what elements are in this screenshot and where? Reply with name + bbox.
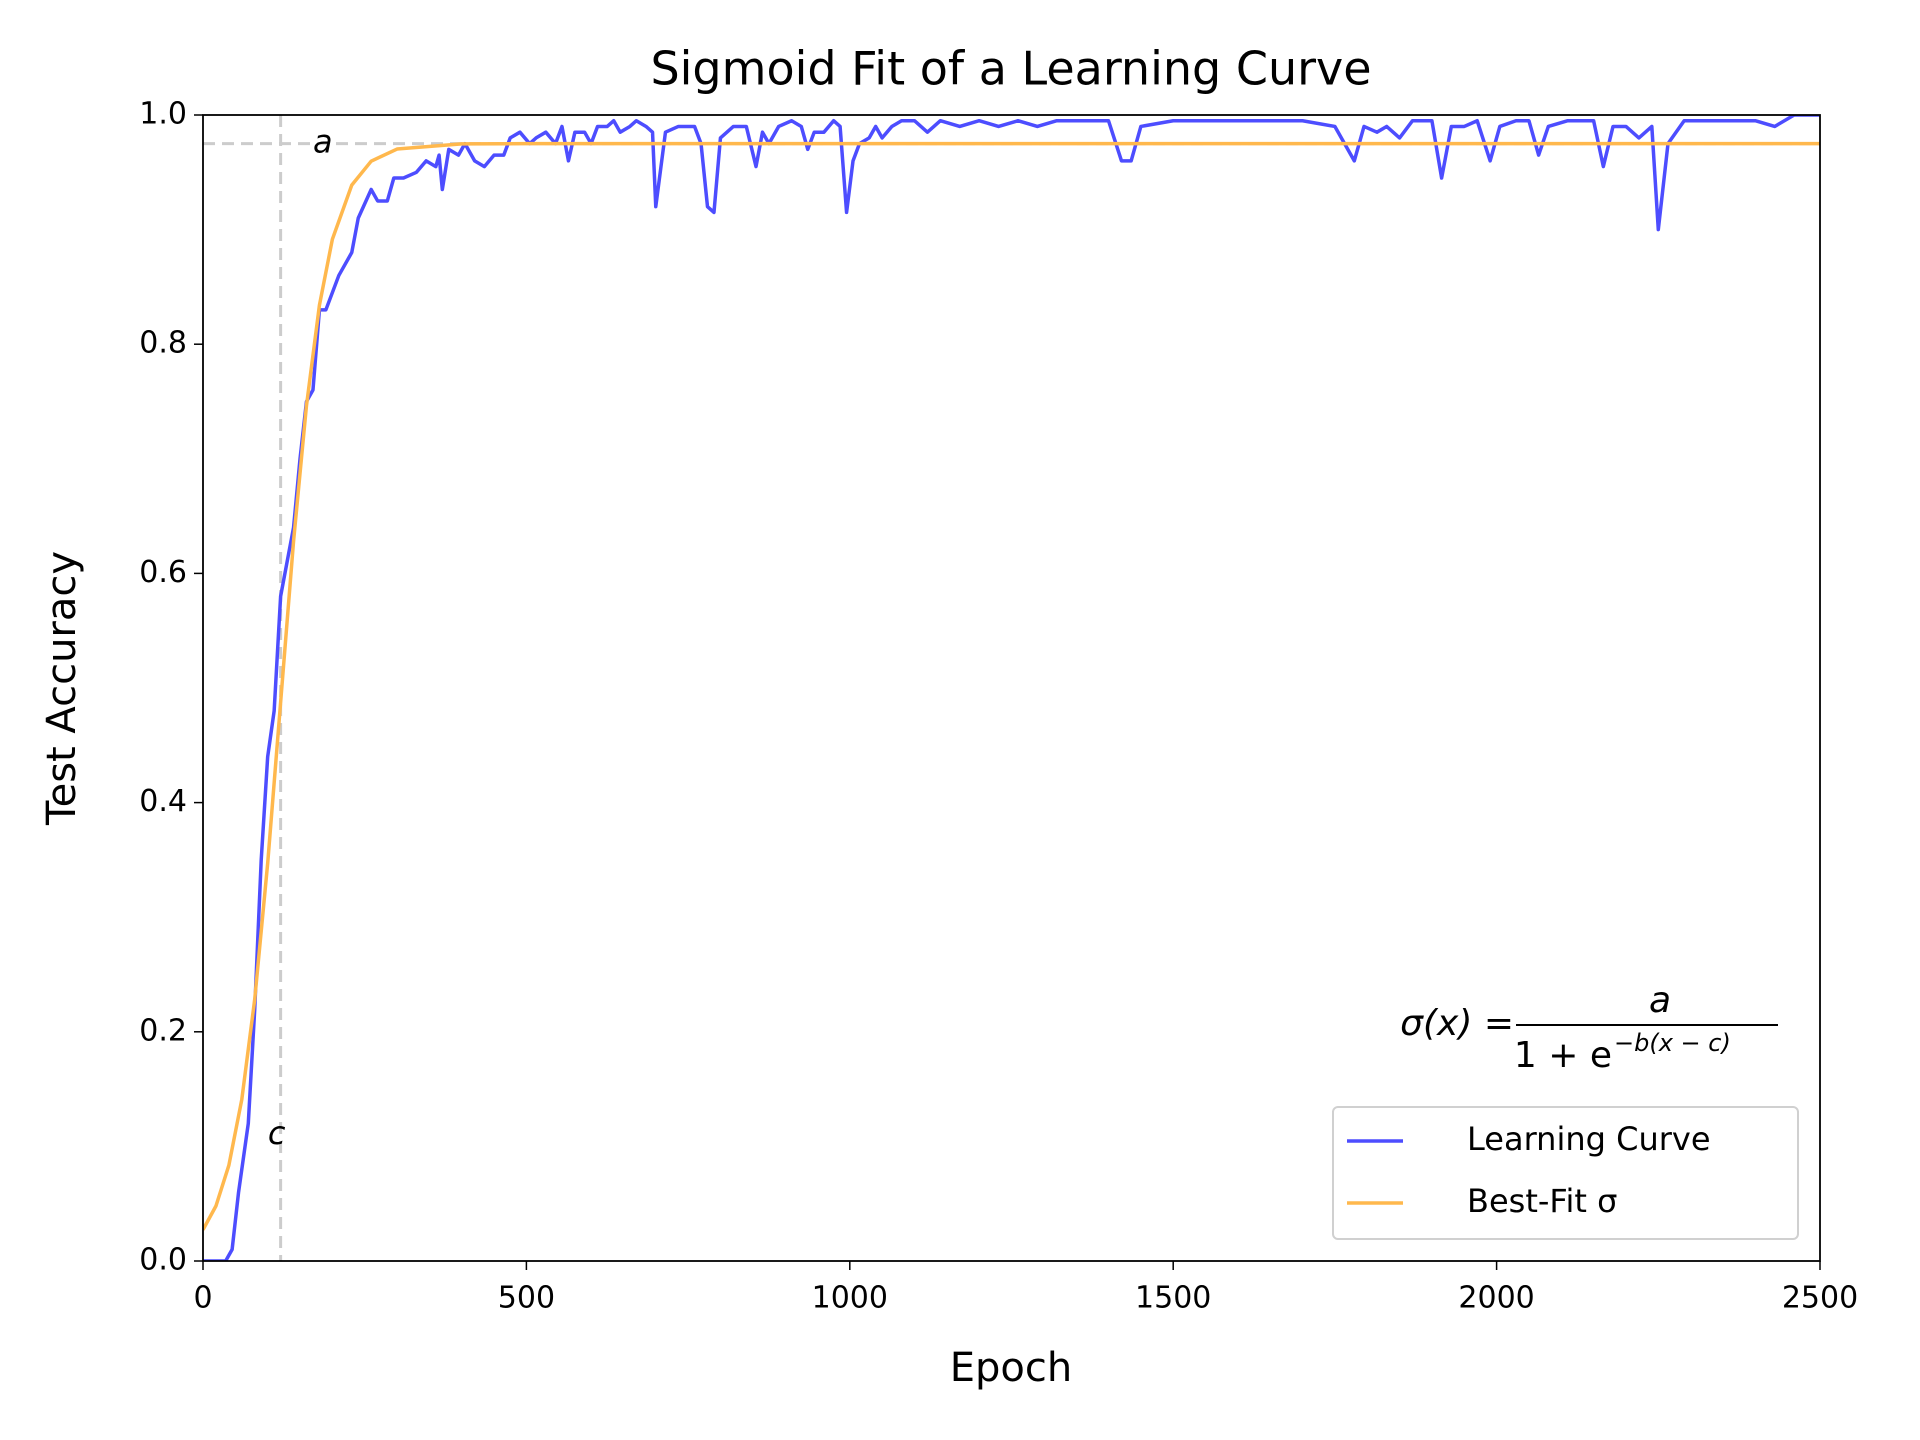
x-axis-label: Epoch [950, 1345, 1072, 1391]
series-line [203, 141, 1820, 1231]
legend-box [1332, 1106, 1799, 1240]
x-tick-label: 500 [498, 1281, 555, 1316]
reference-label: a [313, 123, 333, 161]
x-tick-label: 1500 [1135, 1281, 1211, 1316]
plot-area [203, 115, 1820, 1261]
chart-title: Sigmoid Fit of a Learning Curve [650, 42, 1371, 96]
legend-label: Best-Fit σ [1467, 1182, 1617, 1220]
legend-label: Learning Curve [1467, 1120, 1711, 1158]
x-tick-label: 2000 [1458, 1281, 1534, 1316]
y-tick-label: 0.2 [139, 1013, 187, 1048]
series-line [203, 115, 1820, 1261]
formula-denominator: 1 + e [1514, 1035, 1612, 1076]
plot-frame [202, 114, 1821, 1262]
x-tick-label: 2500 [1782, 1281, 1858, 1316]
formula-lhs: σ(x) = [1400, 1003, 1514, 1044]
y-tick-label: 0.4 [139, 784, 187, 819]
x-tick-label: 1000 [812, 1281, 888, 1316]
x-tick-label: 0 [193, 1281, 212, 1316]
reference-label: c [268, 1114, 286, 1152]
formula-numerator: a [1649, 980, 1671, 1021]
y-tick-label: 0.6 [139, 555, 187, 590]
y-axis-label: Test Accuracy [39, 551, 85, 826]
y-tick-label: 0.0 [139, 1243, 187, 1278]
y-tick-label: 1.0 [139, 97, 187, 132]
y-tick-label: 0.8 [139, 326, 187, 361]
formula-exponent: −b(x − c) [1614, 1029, 1731, 1057]
